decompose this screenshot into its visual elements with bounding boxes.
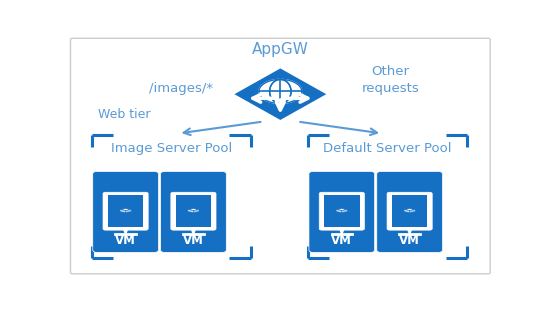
Polygon shape	[404, 210, 410, 213]
Polygon shape	[194, 210, 199, 213]
FancyBboxPatch shape	[392, 195, 427, 227]
FancyBboxPatch shape	[71, 38, 490, 274]
Polygon shape	[336, 210, 342, 213]
Polygon shape	[120, 209, 131, 210]
Polygon shape	[336, 209, 347, 210]
FancyBboxPatch shape	[171, 192, 216, 230]
Polygon shape	[407, 229, 412, 234]
Text: Default Server Pool: Default Server Pool	[323, 142, 452, 155]
Polygon shape	[231, 67, 329, 121]
Polygon shape	[342, 210, 347, 213]
Text: Image Server Pool: Image Server Pool	[110, 142, 232, 155]
Text: VM: VM	[399, 235, 420, 248]
FancyBboxPatch shape	[93, 171, 159, 252]
FancyBboxPatch shape	[377, 171, 443, 252]
FancyBboxPatch shape	[176, 195, 211, 227]
Polygon shape	[120, 210, 126, 213]
FancyBboxPatch shape	[309, 171, 375, 252]
FancyBboxPatch shape	[387, 192, 432, 230]
Polygon shape	[126, 210, 131, 213]
Text: VM: VM	[115, 235, 136, 248]
Polygon shape	[339, 229, 345, 234]
Circle shape	[259, 79, 302, 104]
Polygon shape	[123, 229, 129, 234]
Polygon shape	[410, 210, 415, 213]
Text: Web tier: Web tier	[98, 108, 150, 121]
Text: Other
requests: Other requests	[362, 65, 420, 95]
Text: AppGW: AppGW	[252, 42, 309, 57]
FancyBboxPatch shape	[108, 195, 143, 227]
Polygon shape	[404, 209, 415, 210]
Polygon shape	[188, 209, 199, 210]
Polygon shape	[190, 229, 196, 234]
Polygon shape	[188, 210, 194, 213]
FancyBboxPatch shape	[103, 192, 148, 230]
Text: VM: VM	[331, 235, 352, 248]
Text: VM: VM	[183, 235, 204, 248]
FancyBboxPatch shape	[324, 195, 359, 227]
Text: /images/*: /images/*	[149, 82, 213, 95]
FancyBboxPatch shape	[319, 192, 364, 230]
FancyBboxPatch shape	[161, 171, 226, 252]
